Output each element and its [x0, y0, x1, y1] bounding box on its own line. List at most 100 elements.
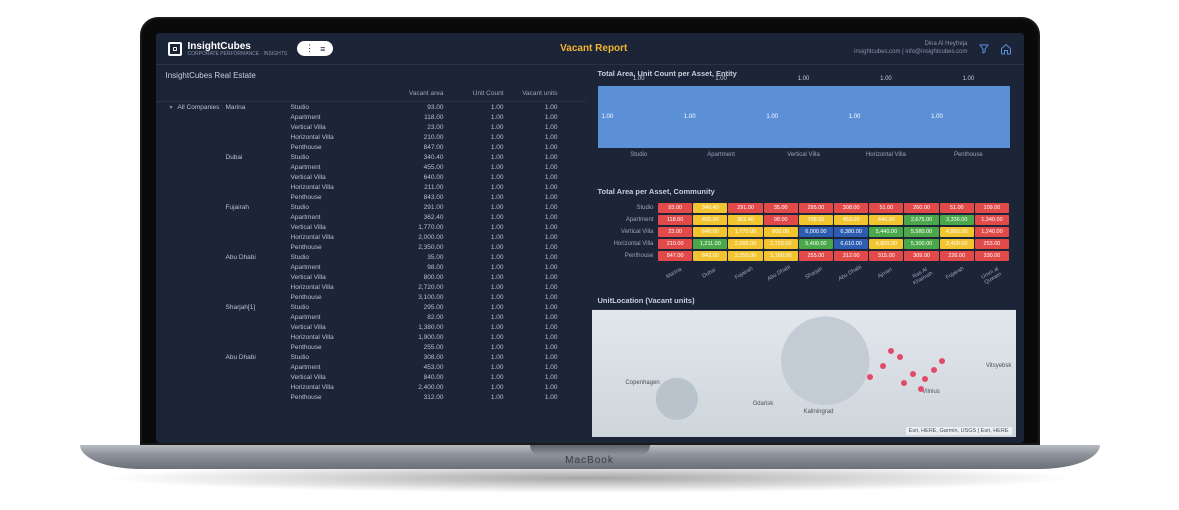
heatmap-cell[interactable]: 291.00: [728, 203, 762, 213]
heatmap-cell[interactable]: 708.00: [799, 215, 833, 225]
table-row[interactable]: Apartment118.001.001.00: [156, 112, 586, 122]
heatmap-cell[interactable]: 109.00: [975, 203, 1009, 213]
map-pin-icon[interactable]: [931, 367, 937, 373]
heatmap-cell[interactable]: 4,880.00: [940, 227, 974, 237]
bar-column[interactable]: 1.001.00: [762, 86, 844, 148]
heatmap-cell[interactable]: 5,440.00: [869, 227, 903, 237]
table-row[interactable]: Penthouse843.001.001.00: [156, 192, 586, 202]
heatmap-cell[interactable]: 340.40: [693, 203, 727, 213]
heatmap-cell[interactable]: 6,380.00: [834, 227, 868, 237]
heatmap-cell[interactable]: 1,340.00: [975, 215, 1009, 225]
table-row[interactable]: Penthouse3,100.001.001.00: [156, 292, 586, 302]
map-pin-icon[interactable]: [880, 363, 886, 369]
heatmap-cell[interactable]: 330.00: [975, 251, 1009, 261]
table-row[interactable]: FujairahStudio291.001.001.00: [156, 202, 586, 212]
col-unit-count[interactable]: Unit Count: [444, 90, 504, 97]
heatmap-cell[interactable]: 226.00: [940, 251, 974, 261]
heatmap-cell[interactable]: 4,800.00: [869, 239, 903, 249]
table-row[interactable]: ▾All CompaniesMarinaStudio93.001.001.00: [156, 102, 586, 112]
heatmap-cell[interactable]: 5,300.00: [904, 239, 938, 249]
table-row[interactable]: Penthouse312.001.001.00: [156, 392, 586, 402]
heatmap-cell[interactable]: 260.00: [904, 203, 938, 213]
table-row[interactable]: DubaiStudio340.401.001.00: [156, 152, 586, 162]
table-row[interactable]: Abu DhabiStudio308.001.001.00: [156, 352, 586, 362]
map-pin-icon[interactable]: [901, 380, 907, 386]
heatmap-cell[interactable]: 3,100.00: [764, 251, 798, 261]
heatmap-cell[interactable]: 453.00: [834, 215, 868, 225]
heatmap-cell[interactable]: 312.00: [834, 251, 868, 261]
heatmap-cell[interactable]: 362.40: [728, 215, 762, 225]
heatmap-cell[interactable]: 98.00: [764, 215, 798, 225]
heatmap-cell[interactable]: 2,350.00: [728, 251, 762, 261]
map-pin-icon[interactable]: [867, 374, 873, 380]
table-row[interactable]: Apartment453.001.001.00: [156, 362, 586, 372]
heatmap-cell[interactable]: 315.00: [869, 251, 903, 261]
bar-column[interactable]: 1.001.00: [845, 86, 927, 148]
table-row[interactable]: Penthouse847.001.001.00: [156, 142, 586, 152]
heatmap-cell[interactable]: 2,720.00: [764, 239, 798, 249]
bar-column[interactable]: 1.001.00: [598, 86, 680, 148]
filter-icon[interactable]: [978, 43, 990, 55]
heatmap-cell[interactable]: 1,770.00: [728, 227, 762, 237]
table-row[interactable]: Sharjah[1]Studio295.001.001.00: [156, 302, 586, 312]
heatmap-cell[interactable]: 2,400.00: [940, 239, 974, 249]
table-row[interactable]: Vertical Villa23.001.001.00: [156, 122, 586, 132]
table-row[interactable]: Horizontal Villa210.001.001.00: [156, 132, 586, 142]
brand-block[interactable]: InsightCubes CORPORATE PERFORMANCE · INS…: [168, 41, 288, 57]
heatmap-cell[interactable]: 93.00: [658, 203, 692, 213]
heatmap-cell[interactable]: 2,675.00: [904, 215, 938, 225]
heatmap-cell[interactable]: 843.00: [693, 251, 727, 261]
table-row[interactable]: Horizontal Villa2,000.001.001.00: [156, 232, 586, 242]
table-row[interactable]: Penthouse255.001.001.00: [156, 342, 586, 352]
table-row[interactable]: Apartment455.001.001.00: [156, 162, 586, 172]
bar-column[interactable]: 1.001.00: [680, 86, 762, 148]
heatmap-cell[interactable]: 6,000.00: [799, 227, 833, 237]
col-vacant-area[interactable]: Vacant area: [376, 90, 444, 97]
heatmap-cell[interactable]: 51.00: [940, 203, 974, 213]
heatmap-cell[interactable]: 118.00: [658, 215, 692, 225]
map-pin-icon[interactable]: [888, 348, 894, 354]
table-row[interactable]: Horizontal Villa211.001.001.00: [156, 182, 586, 192]
heatmap-cell[interactable]: 1,211.00: [693, 239, 727, 249]
map[interactable]: Esri, HERE, Garmin, USGS | Esri, HERE Co…: [592, 309, 1016, 437]
heatmap-cell[interactable]: 253.00: [975, 239, 1009, 249]
table-row[interactable]: Abu DhabiStudio35.001.001.00: [156, 252, 586, 262]
menu-dots-icon[interactable]: ⋮: [305, 43, 314, 54]
heatmap-cell[interactable]: 800.00: [764, 227, 798, 237]
heatmap-cell[interactable]: 2,000.00: [728, 239, 762, 249]
heatmap-cell[interactable]: 1,240.00: [975, 227, 1009, 237]
table-row[interactable]: Vertical Villa840.001.001.00: [156, 372, 586, 382]
map-pin-icon[interactable]: [939, 358, 945, 364]
bar-column[interactable]: 1.001.00: [927, 86, 1009, 148]
table-row[interactable]: Vertical Villa800.001.001.00: [156, 272, 586, 282]
heatmap-cell[interactable]: 455.00: [693, 215, 727, 225]
heatmap-cell[interactable]: 295.00: [799, 203, 833, 213]
heatmap-cell[interactable]: 640.00: [693, 227, 727, 237]
heatmap-cell[interactable]: 440.00: [869, 215, 903, 225]
table-row[interactable]: Horizontal Villa1,900.001.001.00: [156, 332, 586, 342]
heatmap-cell[interactable]: 309.00: [904, 251, 938, 261]
heatmap-cell[interactable]: 210.00: [658, 239, 692, 249]
heatmap-cell[interactable]: 847.00: [658, 251, 692, 261]
map-pin-icon[interactable]: [922, 376, 928, 382]
table-row[interactable]: Apartment98.001.001.00: [156, 262, 586, 272]
heatmap-cell[interactable]: 5,980.00: [904, 227, 938, 237]
map-pin-icon[interactable]: [897, 354, 903, 360]
table-row[interactable]: Vertical Villa1,770.001.001.00: [156, 222, 586, 232]
heatmap[interactable]: Studio93.00340.40291.0035.00295.00308.00…: [592, 200, 1016, 286]
table-row[interactable]: Apartment82.001.001.00: [156, 312, 586, 322]
heatmap-cell[interactable]: 3,336.00: [940, 215, 974, 225]
table-row[interactable]: Vertical Villa640.001.001.00: [156, 172, 586, 182]
heatmap-cell[interactable]: 5,400.00: [799, 239, 833, 249]
heatmap-cell[interactable]: 23.00: [658, 227, 692, 237]
home-icon[interactable]: [1000, 43, 1012, 55]
table-row[interactable]: Apartment362.401.001.00: [156, 212, 586, 222]
heatmap-cell[interactable]: 308.00: [834, 203, 868, 213]
bar-chart[interactable]: 1.001.001.001.001.001.001.001.001.001.00…: [592, 82, 1016, 177]
table-row[interactable]: Vertical Villa1,380.001.001.00: [156, 322, 586, 332]
table-row[interactable]: Horizontal Villa2,720.001.001.00: [156, 282, 586, 292]
table-row[interactable]: Penthouse2,350.001.001.00: [156, 242, 586, 252]
col-vacant-units[interactable]: Vacant units: [504, 90, 564, 97]
table-row[interactable]: Horizontal Villa2,400.001.001.00: [156, 382, 586, 392]
menu-bars-icon[interactable]: ≡: [320, 44, 325, 54]
